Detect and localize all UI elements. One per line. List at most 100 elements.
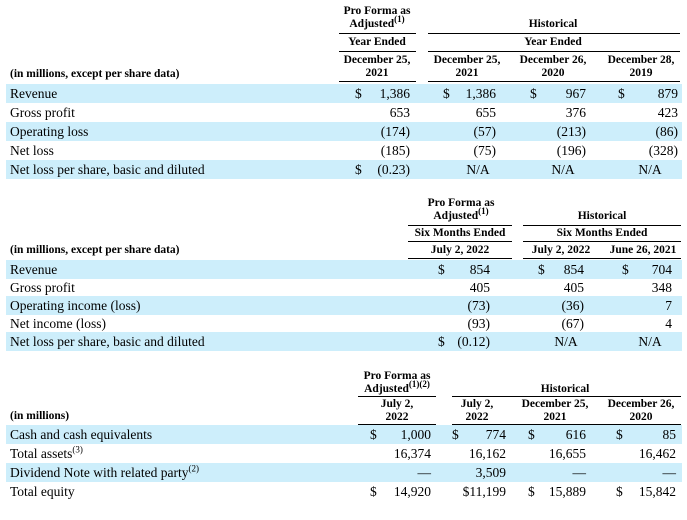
cell-value: (93) [467,316,491,331]
cell-value: 655 [475,105,496,120]
row-label: Operating income (loss) [10,298,141,313]
cell-value: 1,386 [465,86,496,101]
cell-value: (328) [648,143,678,158]
currency-symbol: $ [530,86,537,101]
row-label: Net loss per share, basic and diluted [10,162,205,177]
table-row: Gross profit 405 405 348 [6,278,682,297]
cell-value: (196) [556,143,586,158]
cell-value: (73) [467,298,491,313]
row-label: Total assets(3) [10,444,83,463]
adjusted-label: Adjusted [433,210,479,222]
footnote-ref: (1) [478,206,489,217]
divider [339,81,416,82]
cell-value: (185) [380,143,410,158]
table-row: Cash and cash equivalents $ 1,000 $ 774 … [6,425,682,444]
table-row: Net loss per share, basic and diluted $ … [6,160,682,179]
cell-value: (0.23) [377,162,410,177]
pro-forma-period: Year Ended [348,36,406,48]
column-header: December 25, 2021 [433,54,501,79]
cell-value: 14,920 [393,484,431,499]
row-label: Gross profit [10,280,75,295]
divider [523,241,681,242]
currency-symbol: $ [616,427,623,442]
divider [408,241,512,242]
currency-symbol: $ [355,162,362,177]
cell-value: 704 [651,262,672,277]
cell-value: 85 [662,427,677,442]
cell-value: N/A [638,334,662,349]
table-row: Revenue $ 1,386 $ 1,386 $ 967 $ 879 [6,84,682,103]
currency-symbol: $ [438,334,445,349]
cell-value: 16,374 [393,446,431,461]
cell-value: 3,509 [475,465,506,480]
pro-forma-title: Pro Forma as [343,5,411,17]
currency-symbol: $ [538,262,545,277]
divider [523,258,681,259]
cell-value: 405 [563,280,584,295]
row-label: Operating loss [10,124,89,139]
row-label-text: Total assets [10,446,73,461]
row-label: Net income (loss) [10,316,106,331]
currency-symbol: $ [443,86,450,101]
table-row: Net loss per share, basic and diluted $ … [6,332,682,351]
currency-symbol: $ [355,86,362,101]
footnote-ref: (2) [188,463,199,474]
cell-value: 854 [563,262,584,277]
row-label: Revenue [10,86,58,101]
adjusted-label: Adjusted [349,18,395,30]
column-header: June 26, 2021 [609,244,677,256]
cell-value: 879 [657,86,678,101]
cell-value: (75) [473,143,497,158]
cell-value: 16,655 [548,446,586,461]
pro-forma-title: Pro Forma as [363,370,431,382]
cell-value: 15,889 [548,484,586,499]
cell-value: 616 [565,427,586,442]
cell-value: (174) [380,124,410,139]
cell-value: (213) [556,124,586,139]
column-header: December 26, 2020 [607,398,675,423]
cell-value: 16,462 [638,446,676,461]
table-row: Net loss (185) (75) (196) (328) [6,141,682,160]
cell-value: 4 [665,316,672,331]
cell-value: 405 [469,280,490,295]
pro-forma-header: Pro Forma as Adjusted(1)(2) [352,370,442,396]
footnote-ref: (3) [72,444,83,455]
divider [339,51,416,52]
cell-value: 423 [657,105,678,120]
table-row: Operating loss (174) (57) (213) (86) [6,122,682,141]
row-label: Total equity [10,484,75,499]
table-row: Operating income (loss) (73) (36) 7 [6,296,682,315]
divider [408,258,512,259]
table-row: Total equity $ 14,920 $11,199 $ 15,889 $… [6,482,682,501]
divider [358,424,436,425]
row-label: Cash and cash equivalents [10,427,153,442]
currency-symbol: $ [370,484,377,499]
cell-value: (0.12) [457,334,490,349]
divider [339,33,416,34]
footnote-ref: (1) [394,14,405,25]
adjusted-label: Adjusted [364,383,409,395]
cell-value: 854 [469,262,490,277]
pro-forma-header: Pro Forma as Adjusted(1) [336,5,418,31]
column-header: July 2, 2022 [380,398,414,423]
footnote-ref: (1)(2) [408,379,430,390]
cell-value: 967 [565,86,586,101]
table-row: Gross profit 653 655 376 423 [6,103,682,122]
column-header: December 28, 2019 [607,54,675,79]
currency-symbol: $ [438,262,445,277]
divider [408,225,512,226]
cell-value: — [572,465,587,480]
divider [358,396,436,397]
currency-symbol: $ [618,86,625,101]
table-row: Net income (loss) (93) (67) 4 [6,314,682,333]
row-label: Gross profit [10,105,75,120]
divider [452,396,681,397]
column-header: July 2, 2022 [430,244,490,256]
pro-forma-adjusted: Adjusted(1)(2) [352,380,442,396]
cell-value: — [417,465,432,480]
divider [523,225,681,226]
row-label: Net loss per share, basic and diluted [10,334,205,349]
pro-forma-adjusted: Adjusted(1) [416,207,506,223]
cell-value: N/A [551,162,575,177]
currency-symbol: $ [452,427,459,442]
